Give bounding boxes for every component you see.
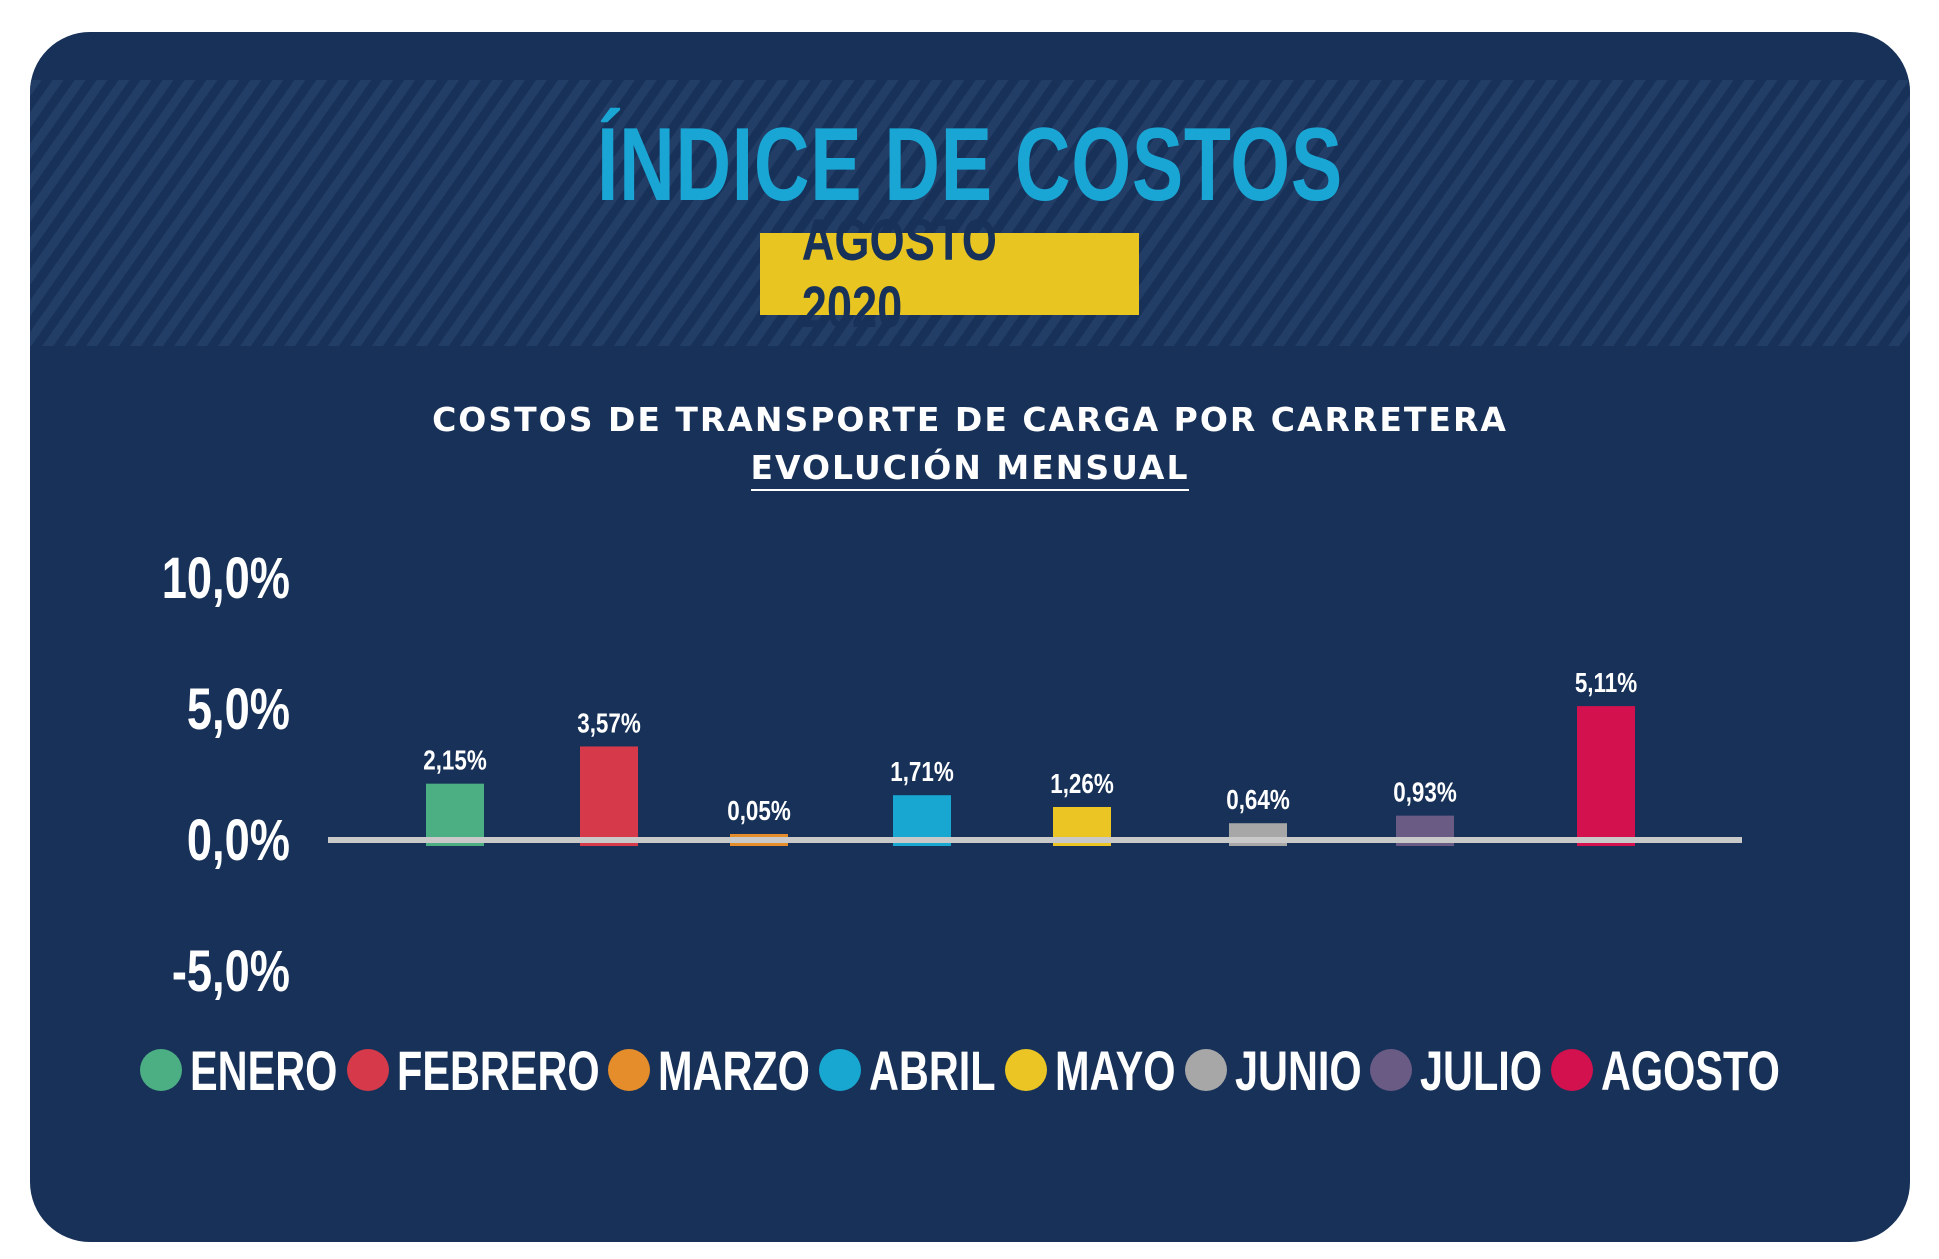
legend-swatch bbox=[1184, 1049, 1227, 1091]
legend-swatch bbox=[1551, 1049, 1594, 1091]
bar-enero bbox=[426, 783, 484, 846]
period-badge: AGOSTO 2020 bbox=[760, 208, 1139, 340]
y-tick-label: -5,0% bbox=[172, 940, 290, 1005]
page-title: ÍNDICE DE COSTOS bbox=[597, 107, 1343, 223]
data-label: 3,57% bbox=[577, 708, 640, 739]
data-label: 1,71% bbox=[890, 757, 953, 788]
y-tick-label: 0,0% bbox=[187, 809, 290, 874]
legend-label: JULIO bbox=[1420, 1038, 1543, 1102]
y-tick-label: 5,0% bbox=[187, 678, 290, 743]
legend-swatch bbox=[140, 1049, 182, 1091]
bar-agosto bbox=[1577, 706, 1635, 846]
legend-label: MARZO bbox=[658, 1038, 810, 1102]
legend-label: JUNIO bbox=[1234, 1038, 1362, 1102]
legend-item-julio: JULIO bbox=[1370, 1038, 1542, 1103]
data-label: 0,05% bbox=[727, 796, 790, 827]
legend-item-abril: ABRIL bbox=[819, 1038, 996, 1103]
chart-subtitle: EVOLUCIÓN MENSUAL bbox=[750, 448, 1190, 491]
legend-swatch bbox=[819, 1049, 862, 1091]
legend-swatch bbox=[608, 1049, 651, 1091]
data-label: 0,64% bbox=[1226, 785, 1289, 816]
period-badge-label: AGOSTO 2020 bbox=[801, 208, 997, 340]
legend-item-agosto: AGOSTO bbox=[1551, 1038, 1780, 1103]
data-label: 5,11% bbox=[1575, 668, 1637, 699]
chart-card: ÍNDICE DE COSTOS AGOSTO 2020 COSTOS DE T… bbox=[30, 32, 1910, 1242]
legend-label: FEBRERO bbox=[396, 1038, 600, 1102]
chart-title: COSTOS DE TRANSPORTE DE CARGA POR CARRET… bbox=[432, 400, 1508, 439]
legend-label: MAYO bbox=[1055, 1038, 1176, 1102]
legend-swatch bbox=[1370, 1049, 1413, 1091]
legend-label: AGOSTO bbox=[1601, 1038, 1781, 1102]
bar-febrero bbox=[580, 746, 638, 846]
legend-item-enero: ENERO bbox=[140, 1038, 338, 1103]
data-label: 0,93% bbox=[1393, 777, 1456, 808]
zero-axis-line bbox=[328, 837, 1742, 843]
legend-swatch bbox=[1005, 1049, 1048, 1091]
legend-item-mayo: MAYO bbox=[1005, 1038, 1176, 1103]
legend-label: ABRIL bbox=[869, 1038, 996, 1102]
y-tick-label: 10,0% bbox=[162, 547, 290, 612]
legend-item-febrero: FEBRERO bbox=[346, 1038, 600, 1103]
legend-item-marzo: MARZO bbox=[608, 1038, 810, 1103]
chart-subtitle-wrap: EVOLUCIÓN MENSUAL bbox=[30, 448, 1910, 491]
chart-legend: ENERO FEBRERO MARZO ABRIL MAYO JUNIO JULIO AGOS… bbox=[140, 1035, 1780, 1105]
legend-label: ENERO bbox=[190, 1038, 338, 1102]
legend-swatch bbox=[346, 1049, 389, 1091]
data-label: 1,26% bbox=[1050, 769, 1113, 800]
legend-item-junio: JUNIO bbox=[1184, 1038, 1362, 1103]
data-label: 2,15% bbox=[423, 745, 486, 776]
